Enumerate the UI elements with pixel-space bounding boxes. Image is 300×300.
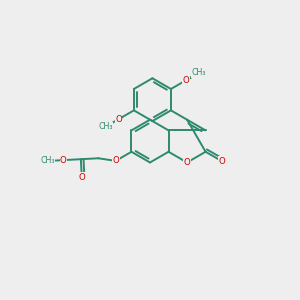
Text: CH₃: CH₃ bbox=[192, 68, 206, 77]
Text: O: O bbox=[115, 115, 122, 124]
Text: CH₃: CH₃ bbox=[40, 157, 55, 166]
Text: O: O bbox=[218, 157, 225, 166]
Text: O: O bbox=[184, 158, 190, 167]
Text: O: O bbox=[112, 156, 119, 165]
Text: O: O bbox=[60, 156, 67, 165]
Text: O: O bbox=[196, 68, 202, 77]
Text: O: O bbox=[183, 76, 190, 85]
Text: CH₃: CH₃ bbox=[98, 122, 113, 131]
Text: O: O bbox=[78, 173, 85, 182]
